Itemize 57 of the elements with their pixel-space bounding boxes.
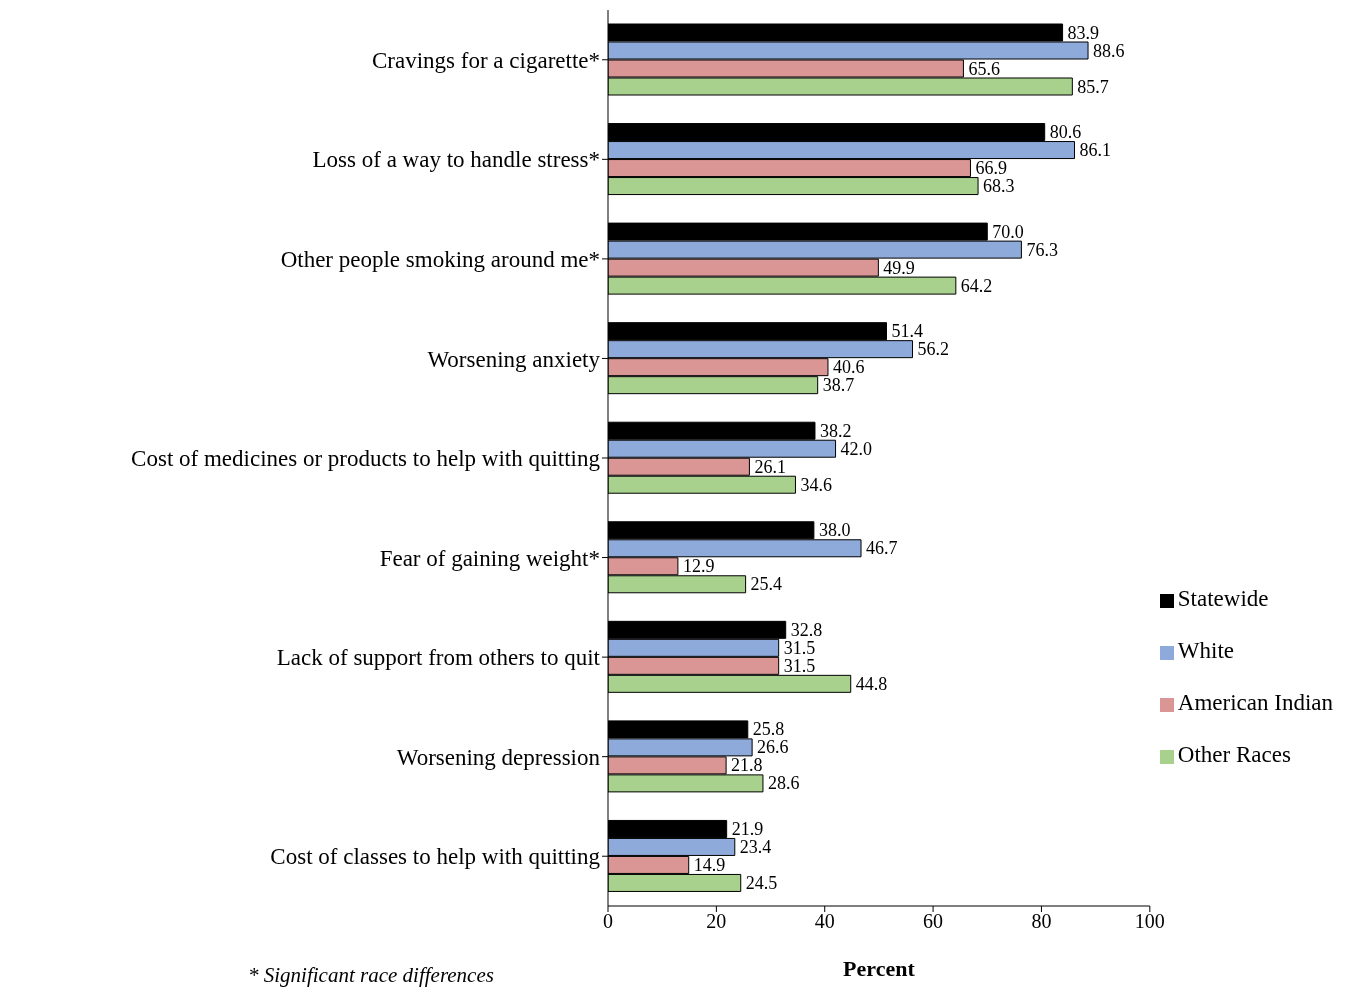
data-label: 42.0 xyxy=(840,438,873,459)
x-tick-label: 100 xyxy=(1134,910,1165,933)
data-label: 51.4 xyxy=(891,321,923,342)
data-label: 46.7 xyxy=(866,538,898,559)
y-tick-label: Other people smoking around me* xyxy=(280,247,600,273)
data-label: 38.0 xyxy=(818,520,851,541)
data-label: 86.1 xyxy=(1079,140,1111,161)
data-label: 26.1 xyxy=(754,456,786,477)
y-tick-label: Loss of a way to handle stress* xyxy=(312,147,600,173)
data-label: 38.7 xyxy=(822,375,855,396)
data-label: 80.6 xyxy=(1049,122,1082,143)
data-label: 70.0 xyxy=(992,221,1024,242)
data-label: 49.9 xyxy=(883,257,915,278)
legend-label: White xyxy=(1177,638,1235,663)
data-label: 12.9 xyxy=(682,556,715,577)
x-tick-label: 80 xyxy=(1031,910,1052,933)
data-label: 83.9 xyxy=(1067,22,1100,43)
data-label: 88.6 xyxy=(1093,40,1125,61)
legend-label: Other Races xyxy=(1177,742,1291,767)
data-label: 65.6 xyxy=(968,58,1000,79)
y-tick-label: Worsening anxiety xyxy=(427,346,601,372)
x-tick-label: 40 xyxy=(814,910,835,933)
data-label: 31.5 xyxy=(783,637,816,658)
data-label: 64.2 xyxy=(960,275,993,296)
data-label: 31.5 xyxy=(783,655,816,676)
data-label: 25.4 xyxy=(750,574,783,595)
data-label: 34.6 xyxy=(800,474,832,495)
legend-label: Statewide xyxy=(1177,586,1269,611)
x-tick-label: 0 xyxy=(603,910,613,933)
x-tick-label: 20 xyxy=(706,910,727,933)
y-tick-label: Lack of support from others to quit xyxy=(276,645,601,671)
y-tick-label: Fear of gaining weight* xyxy=(379,545,600,571)
data-label: 40.6 xyxy=(832,357,865,378)
data-label: 32.8 xyxy=(790,619,823,640)
y-tick-label: Cost of classes to help with quitting xyxy=(270,844,601,870)
data-label: 23.4 xyxy=(739,836,772,857)
data-label: 76.3 xyxy=(1026,239,1058,260)
data-label: 21.9 xyxy=(731,818,764,839)
x-tick-label: 60 xyxy=(923,910,944,933)
x-axis-title: Percent xyxy=(843,956,916,981)
y-tick-label: Cravings for a cigarette* xyxy=(372,47,600,73)
data-label: 38.2 xyxy=(819,420,852,441)
data-label: 28.6 xyxy=(767,773,800,794)
y-tick-label: Cost of medicines or products to help with quitting xyxy=(131,446,601,472)
legend-label: American Indian xyxy=(1177,690,1333,715)
data-label: 56.2 xyxy=(917,339,949,360)
data-label: 25.8 xyxy=(752,719,785,740)
text: * Significant race differences xyxy=(248,963,494,988)
data-label: 44.8 xyxy=(855,673,888,694)
data-label: 66.9 xyxy=(975,158,1007,179)
data-label: 68.3 xyxy=(983,176,1015,197)
y-tick-label: Worsening depression xyxy=(396,744,601,770)
data-label: 85.7 xyxy=(1077,76,1109,97)
data-label: 14.9 xyxy=(693,854,726,875)
data-label: 24.5 xyxy=(745,872,778,893)
data-label: 21.8 xyxy=(731,755,763,776)
data-label: 26.6 xyxy=(757,737,789,758)
